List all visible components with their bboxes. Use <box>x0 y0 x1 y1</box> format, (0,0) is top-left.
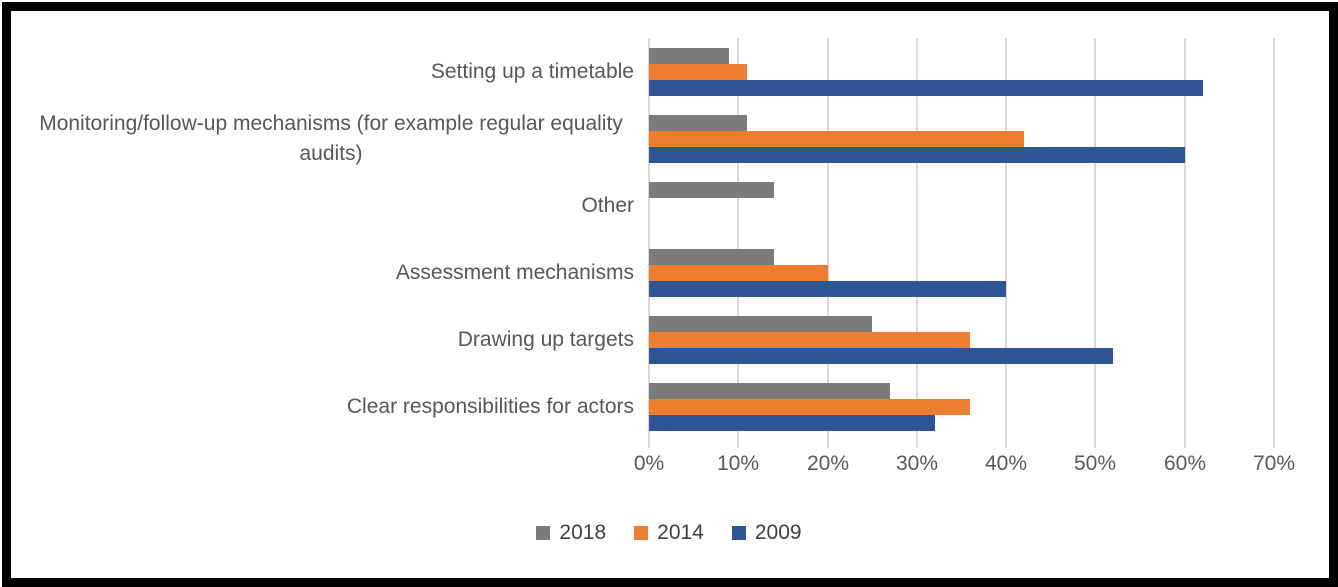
axis-tick <box>1184 440 1186 448</box>
category-label-text: Monitoring/follow-up mechanisms (for exa… <box>39 111 623 165</box>
axis-tick <box>737 440 739 448</box>
legend-item-2014: 2014 <box>634 521 704 545</box>
bar-2014-assessment-mechanisms <box>649 265 828 281</box>
gridline <box>1184 38 1186 440</box>
category-label-setting-up-a-timetable: Setting up a timetable <box>28 38 634 105</box>
axis-tick <box>1094 440 1096 448</box>
axis-tick <box>1005 440 1007 448</box>
category-label-text: Assessment mechanisms <box>395 260 634 284</box>
category-label-drawing-up-targets: Drawing up targets <box>28 306 634 373</box>
axis-tick-label: 50% <box>1073 452 1117 475</box>
category-label-other: Other <box>28 172 634 239</box>
bar-2014-clear-responsibilities-for-actors <box>649 399 970 415</box>
bar-2009-clear-responsibilities-for-actors <box>649 415 935 431</box>
gridline <box>737 38 739 440</box>
axis-tick <box>916 440 918 448</box>
gridline <box>916 38 918 440</box>
bar-2009-monitoring-follow-up-mechanisms-for-example-regular-equality-audits <box>649 147 1185 163</box>
bar-2009-setting-up-a-timetable <box>649 80 1203 96</box>
bar-2009-assessment-mechanisms <box>649 281 1006 297</box>
axis-tick-label: 0% <box>633 452 665 475</box>
category-label-text: Clear responsibilities for actors <box>346 394 634 418</box>
bar-2018-monitoring-follow-up-mechanisms-for-example-regular-equality-audits <box>649 115 747 131</box>
axis-tick-label: 70% <box>1252 452 1296 475</box>
bar-2018-assessment-mechanisms <box>649 249 774 265</box>
gridline <box>1005 38 1007 440</box>
gridline <box>1094 38 1096 440</box>
bar-2014-setting-up-a-timetable <box>649 64 747 80</box>
gridline <box>648 38 650 440</box>
bar-2018-other <box>649 182 774 198</box>
gridline <box>1273 38 1275 440</box>
axis-tick <box>1273 440 1275 448</box>
category-label-text: Drawing up targets <box>457 327 634 351</box>
axis-tick-label: 30% <box>895 452 939 475</box>
axis-tick-label: 10% <box>716 452 760 475</box>
legend: 2018 2014 2009 <box>0 514 1338 552</box>
legend-swatch-2009 <box>731 526 746 540</box>
legend-item-2018: 2018 <box>536 521 606 545</box>
bar-2018-drawing-up-targets <box>649 316 872 332</box>
axis-tick <box>827 440 829 448</box>
gridline <box>827 38 829 440</box>
legend-label: 2009 <box>754 521 802 544</box>
category-label-clear-responsibilities-for-actors: Clear responsibilities for actors <box>28 373 634 440</box>
category-label-assessment-mechanisms: Assessment mechanisms <box>28 239 634 306</box>
bar-2018-setting-up-a-timetable <box>649 48 729 64</box>
axis-tick-label: 40% <box>984 452 1028 475</box>
legend-label: 2018 <box>559 521 607 544</box>
bar-2018-clear-responsibilities-for-actors <box>649 383 890 399</box>
legend-swatch-2014 <box>634 526 649 540</box>
legend-label: 2014 <box>657 521 704 544</box>
bar-2009-drawing-up-targets <box>649 348 1113 364</box>
axis-tick <box>648 440 650 448</box>
category-label-text: Setting up a timetable <box>430 59 634 83</box>
legend-item-2009: 2009 <box>731 521 802 545</box>
axis-tick-label: 20% <box>806 452 850 475</box>
bar-2014-drawing-up-targets <box>649 332 970 348</box>
axis-tick-label: 60% <box>1163 452 1207 475</box>
category-label-monitoring-follow-up-mechanisms-for-example-regular-equality-audits: Monitoring/follow-up mechanisms (for exa… <box>28 105 634 172</box>
category-label-text: Other <box>581 193 634 217</box>
bar-2014-monitoring-follow-up-mechanisms-for-example-regular-equality-audits <box>649 131 1024 147</box>
legend-swatch-2018 <box>536 526 551 540</box>
